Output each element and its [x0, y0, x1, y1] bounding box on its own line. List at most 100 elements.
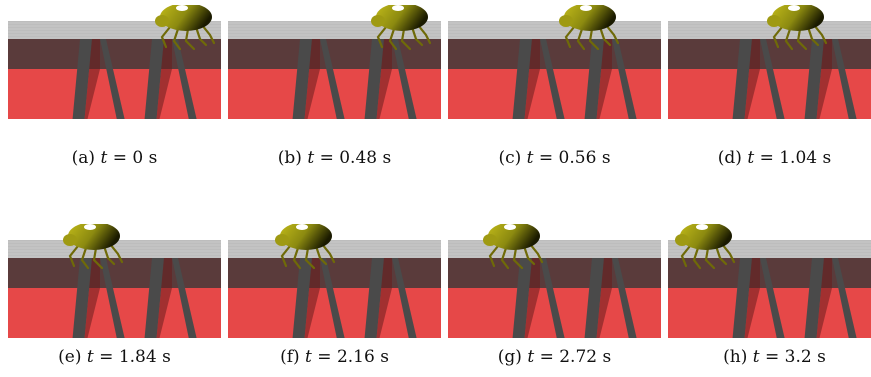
gap-shadow-1 — [304, 39, 320, 119]
gap-shadow-1 — [304, 258, 320, 338]
gap-wall-left-1 — [512, 39, 532, 119]
beetle-shell — [564, 5, 616, 31]
caption-c: (c) t = 0.56 s — [498, 148, 611, 168]
gap-wall-right-1 — [320, 39, 345, 119]
gap-wall-left-2 — [804, 258, 824, 338]
caption-b: (b) t = 0.48 s — [277, 148, 392, 168]
caption-f: (f) t = 2.16 s — [280, 347, 389, 367]
gap-wall-left-1 — [732, 39, 752, 119]
beetle-shell — [68, 224, 120, 250]
gap-shadow-2 — [596, 258, 612, 338]
beetle-shell — [772, 5, 824, 31]
frame-a-render — [8, 5, 221, 119]
beetle-legs — [68, 242, 124, 270]
gap-wall-left-2 — [584, 258, 604, 338]
gap-shadow-1 — [524, 39, 540, 119]
panel-d-image — [668, 5, 871, 119]
beetle-shell — [680, 224, 732, 250]
gap-wall-right-2 — [172, 258, 197, 338]
gap-shadow-1 — [744, 39, 760, 119]
block-tops — [228, 258, 441, 288]
beetle-highlight — [392, 5, 404, 11]
beetle-highlight — [696, 224, 708, 230]
beetle-head — [275, 234, 289, 246]
gap-wall-right-1 — [540, 39, 565, 119]
beetle-head — [155, 15, 169, 27]
caption-d: (d) t = 1.04 s — [717, 148, 832, 168]
block-tops — [448, 39, 661, 69]
frame-c-render — [448, 5, 661, 119]
beetle-highlight — [296, 224, 308, 230]
frame-h-render — [668, 224, 871, 338]
beetle-legs — [680, 242, 736, 270]
gap-wall-right-1 — [760, 258, 785, 338]
caption-g: (g) t = 2.72 s — [497, 347, 612, 367]
beetle-legs — [772, 23, 828, 51]
gap-wall-left-1 — [292, 39, 312, 119]
gap-wall-right-1 — [100, 258, 125, 338]
gap-wall-left-1 — [512, 258, 532, 338]
beetle-robot — [559, 5, 620, 51]
block-tops — [448, 258, 661, 288]
gap-shadow-1 — [84, 258, 100, 338]
gap-shadow-2 — [596, 39, 612, 119]
beetle-highlight — [580, 5, 592, 11]
beetle-shell — [160, 5, 212, 31]
frame-d-render — [668, 5, 871, 119]
beetle-legs — [564, 23, 620, 51]
beetle-legs — [488, 242, 544, 270]
gap-wall-right-1 — [760, 39, 785, 119]
panel-c-image — [448, 5, 661, 119]
gap-shadow-2 — [156, 258, 172, 338]
caption-a: (a) t = 0 s — [71, 148, 158, 168]
beetle-robot — [155, 5, 216, 51]
beetle-head — [371, 15, 385, 27]
beetle-robot — [483, 224, 544, 270]
frame-b-render — [228, 5, 441, 119]
beetle-shell — [376, 5, 428, 31]
frame-g-render — [448, 224, 661, 338]
gap-wall-left-1 — [72, 258, 92, 338]
beetle-highlight — [84, 224, 96, 230]
beetle-head — [63, 234, 77, 246]
gap-wall-right-2 — [392, 39, 417, 119]
beetle-highlight — [504, 224, 516, 230]
block-tops — [8, 39, 221, 69]
gap-wall-right-2 — [612, 258, 637, 338]
beetle-legs — [376, 23, 432, 51]
gap-wall-left-2 — [144, 39, 164, 119]
gap-wall-right-1 — [540, 258, 565, 338]
beetle-head — [483, 234, 497, 246]
beetle-robot — [767, 5, 828, 51]
gap-wall-left-1 — [292, 258, 312, 338]
beetle-highlight — [176, 5, 188, 11]
panel-e-image — [8, 224, 221, 338]
beetle-shell — [488, 224, 540, 250]
gap-wall-right-1 — [100, 39, 125, 119]
gap-wall-right-2 — [392, 258, 417, 338]
block-tops — [8, 258, 221, 288]
gap-shadow-1 — [84, 39, 100, 119]
beetle-robot — [275, 224, 336, 270]
gap-wall-right-2 — [612, 39, 637, 119]
block-tops — [228, 39, 441, 69]
beetle-head — [675, 234, 689, 246]
frame-f-render — [228, 224, 441, 338]
gap-shadow-2 — [376, 39, 392, 119]
beetle-robot — [675, 224, 736, 270]
gap-wall-right-2 — [832, 258, 857, 338]
floor-grid — [448, 22, 661, 39]
gap-wall-left-1 — [732, 258, 752, 338]
gap-wall-left-2 — [364, 258, 384, 338]
beetle-head — [559, 15, 573, 27]
gap-shadow-2 — [376, 258, 392, 338]
gap-wall-left-2 — [584, 39, 604, 119]
frame-e-render — [8, 224, 221, 338]
panel-g-image — [448, 224, 661, 338]
gap-wall-right-2 — [172, 39, 197, 119]
gap-wall-left-1 — [72, 39, 92, 119]
caption-e: (e) t = 1.84 s — [58, 347, 171, 367]
beetle-legs — [280, 242, 336, 270]
gap-shadow-2 — [816, 39, 832, 119]
